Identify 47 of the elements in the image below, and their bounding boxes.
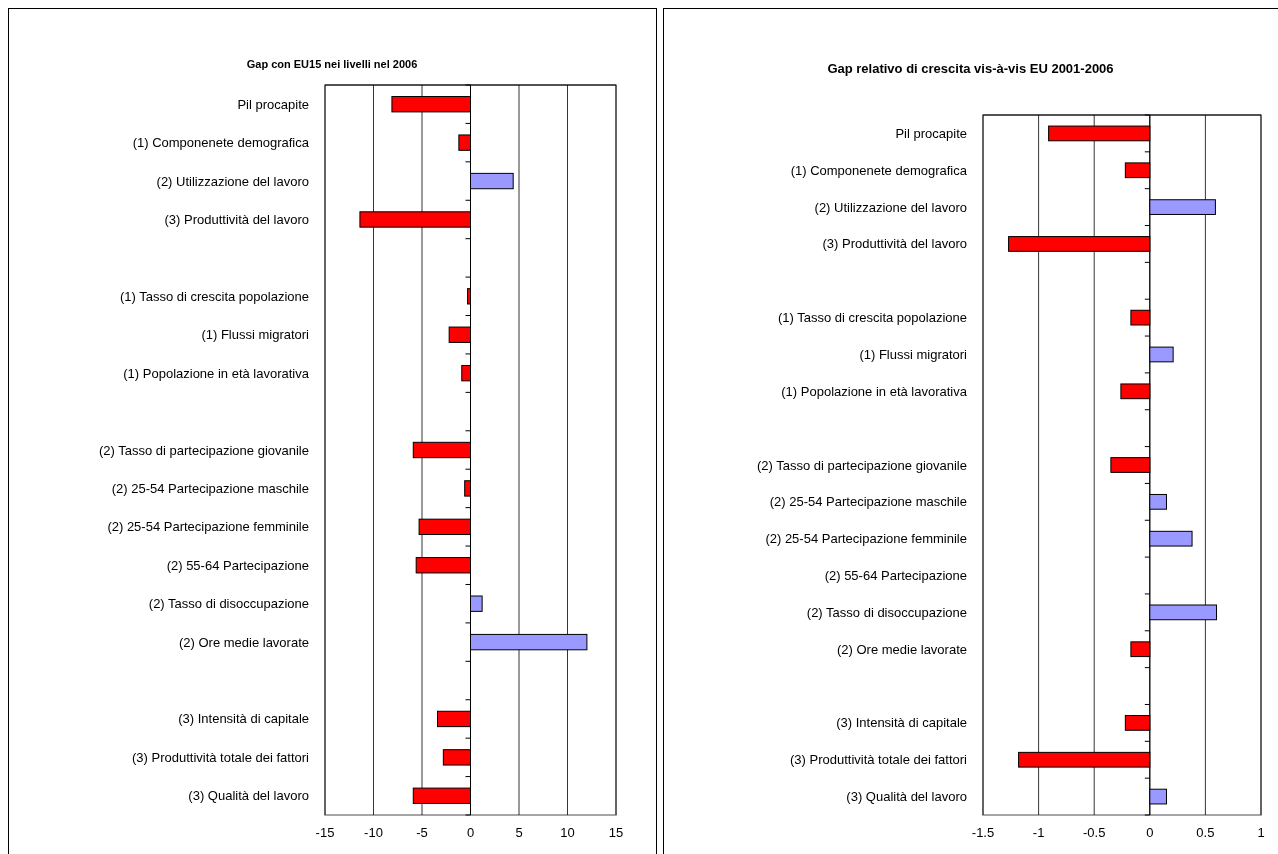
y-tick-label: Pil procapite bbox=[237, 96, 309, 112]
y-tick-label: (1) Componenete demografica bbox=[132, 135, 310, 151]
x-tick-label: -15 bbox=[315, 825, 335, 840]
y-tick-label: (3) Intensità di capitale bbox=[836, 715, 967, 731]
x-tick-label: 0 bbox=[1146, 825, 1154, 840]
y-tick-label: (2) 25-54 Partecipazione maschile bbox=[769, 494, 967, 510]
y-tick-label: (3) Produttività del lavoro bbox=[164, 212, 309, 228]
y-tick-label: (2) Ore medie lavorate bbox=[836, 641, 967, 657]
y-tick-label: (2) Utilizzazione del lavoro bbox=[814, 199, 967, 215]
x-tick-label: -0.5 bbox=[1083, 825, 1106, 840]
y-tick-label: (3) Qualità del lavoro bbox=[188, 788, 309, 804]
y-tick-label: (1) Flussi migratori bbox=[201, 327, 310, 343]
y-tick-label: (3) Produttività totale dei fattori bbox=[131, 749, 310, 765]
y-tick-label: (2) Tasso di disoccupazione bbox=[806, 604, 967, 620]
y-tick-label: (3) Produttività del lavoro bbox=[822, 236, 967, 252]
x-tick-label: -5 bbox=[416, 825, 428, 840]
y-tick-label: (2) Utilizzazione del lavoro bbox=[156, 173, 309, 189]
y-tick-label: (1) Tasso di crescita popolazione bbox=[777, 310, 967, 326]
x-tick-label: 1 bbox=[1257, 825, 1265, 840]
y-tick-label: (2) 55-64 Partecipazione bbox=[824, 568, 967, 584]
y-tick-label: (2) 25-54 Partecipazione maschile bbox=[111, 480, 309, 496]
y-tick-label: (2) 25-54 Partecipazione femminile bbox=[107, 519, 309, 535]
y-tick-label: (1) Componenete demografica bbox=[790, 162, 968, 178]
y-tick-label: (1) Popolazione in età lavorativa bbox=[123, 365, 310, 381]
y-tick-label: (3) Produttività totale dei fattori bbox=[789, 752, 968, 768]
x-tick-label: 0.5 bbox=[1196, 825, 1215, 840]
y-tick-label: (2) Tasso di disoccupazione bbox=[148, 596, 309, 612]
chart-title: Gap con EU15 nei livelli nel 2006 bbox=[246, 58, 418, 70]
chart-title: Gap relativo di crescita vis-à-vis EU 2001-2006 bbox=[827, 61, 1114, 76]
y-tick-label: (2) Tasso di partecipazione giovanile bbox=[98, 442, 309, 458]
y-tick-label: (3) Intensità di capitale bbox=[178, 711, 309, 727]
y-tick-label: (2) Tasso di partecipazione giovanile bbox=[756, 457, 967, 473]
x-tick-label: -1.5 bbox=[971, 825, 995, 840]
y-tick-label: (2) 55-64 Partecipazione bbox=[166, 557, 309, 573]
y-tick-label: (1) Popolazione in età lavorativa bbox=[781, 383, 968, 399]
x-tick-label: 5 bbox=[515, 825, 523, 840]
x-tick-label: 0 bbox=[466, 825, 475, 840]
x-tick-label: 10 bbox=[560, 825, 575, 840]
x-tick-label: 15 bbox=[608, 825, 624, 840]
y-tick-label: (1) Flussi migratori bbox=[859, 347, 968, 363]
x-tick-label: -10 bbox=[364, 825, 383, 840]
y-tick-label: Pil procapite bbox=[895, 125, 967, 141]
x-tick-label: -1 bbox=[1032, 825, 1045, 840]
y-tick-label: (1) Tasso di crescita popolazione bbox=[119, 288, 309, 304]
y-tick-label: (2) 25-54 Partecipazione femminile bbox=[765, 531, 967, 547]
y-tick-label: (3) Qualità del lavoro bbox=[846, 789, 967, 805]
y-tick-label: (2) Ore medie lavorate bbox=[178, 634, 309, 650]
